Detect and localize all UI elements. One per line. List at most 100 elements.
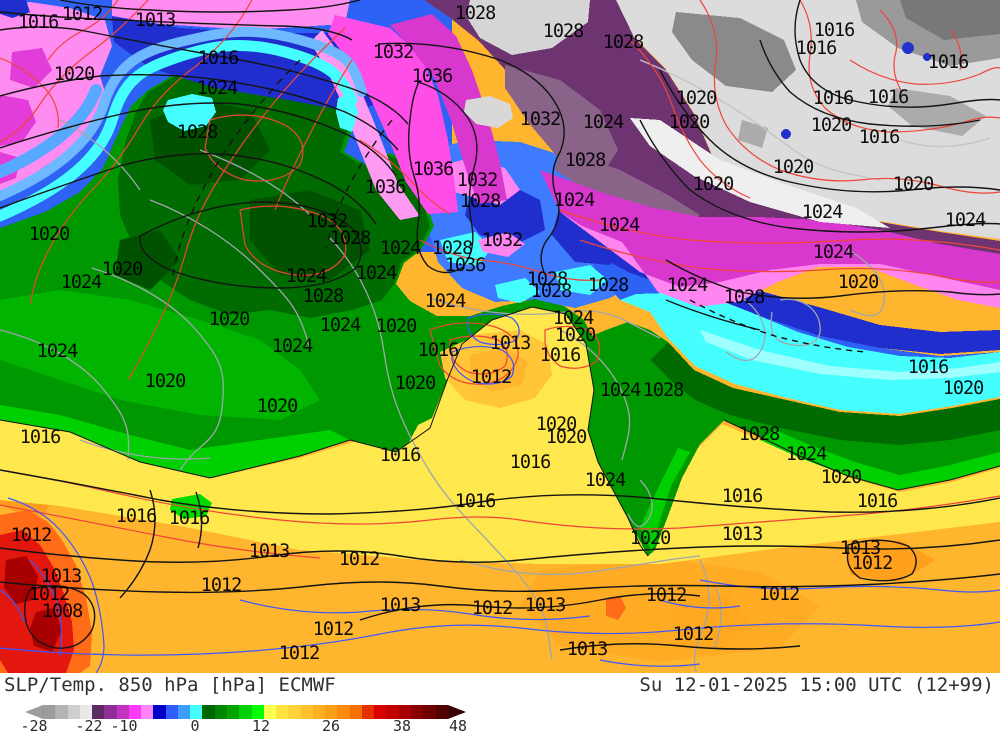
legend-swatch [386,705,399,719]
legend-swatch [435,705,448,719]
pressure-label: 1016 [814,20,855,41]
pressure-label: 1016 [418,340,459,361]
legend-swatch [165,705,178,719]
pressure-label: 1008 [42,601,83,622]
legend-swatch [128,705,142,719]
legend-swatch [43,705,56,719]
pressure-label: 1024 [320,315,361,336]
legend-swatch [337,705,350,719]
chart-title: SLP/Temp. 850 hPa [hPa] ECMWF [4,674,336,696]
legend-swatch [300,705,313,719]
legend-swatch [92,705,105,719]
temperature-contours [0,0,1000,559]
pressure-label: 1020 [669,112,710,133]
pressure-label: 1020 [893,174,934,195]
pressure-label: 1016 [928,52,969,73]
pressure-label: 1028 [527,269,568,290]
legend-swatch [325,705,338,719]
pressure-label: 1012 [646,585,687,606]
pressure-label: 1036 [413,159,454,180]
pressure-label: 1032 [373,42,414,63]
pressure-label: 1020 [536,414,577,435]
pressure-label: 1016 [198,48,239,69]
legend-swatch [226,705,240,719]
pressure-label: 1028 [588,275,629,296]
legend-swatch [177,705,191,719]
legend-swatch [239,705,252,719]
pressure-label: 1024 [286,266,327,287]
pressure-label: 1013 [41,566,82,587]
pressure-label: 1013 [722,524,763,545]
legend-swatch [214,705,227,719]
pressure-label: 1016 [169,508,210,529]
pressure-label: 1016 [908,357,949,378]
pressure-label: 1024 [197,78,238,99]
pressure-label: 1028 [565,150,606,171]
pressure-label: 1012 [11,525,52,546]
pressure-label: 1032 [520,109,561,130]
isobar-contours-black [0,0,1000,651]
pressure-label: 1013 [567,639,608,660]
legend-swatch [79,705,93,719]
legend-swatch [202,705,215,719]
pressure-label: 1020 [395,373,436,394]
weather-map: 1016 1012 1013 1020 1016 1024 1028 1020 1032 1028… [0,0,1000,673]
legend-swatch [116,705,129,719]
legend-tick: -10 [110,717,138,733]
legend-swatch [423,705,436,719]
pressure-label: 1016 [859,127,900,148]
pressure-label: 1028 [177,122,218,143]
pressure-label: 1024 [600,380,641,401]
pressure-label: 1016 [510,452,551,473]
isobar-contours-blue [0,313,1000,673]
legend-tick: 38 [392,717,412,733]
pressure-label: 1016 [722,486,763,507]
pressure-label: 1028 [303,286,344,307]
pressure-label: 1024 [380,238,421,259]
pressure-label: 1032 [307,211,348,232]
pressure-label: 1028 [603,32,644,53]
pressure-label: 1012 [673,624,714,645]
legend-arrow-left [25,705,43,719]
pressure-label: 1020 [838,272,879,293]
pressure-labels: 1016 1012 10131020101610241028102010321028… [11,3,987,664]
pressure-label: 1012 [471,367,512,388]
pressure-label: 1024 [356,263,397,284]
legend-swatch [141,705,154,719]
pressure-label: 1012 [29,584,70,605]
pressure-label: 1024 [425,291,466,312]
pressure-label: 1013 [135,10,176,31]
pressure-label: 1028 [543,21,584,42]
pressure-label: 1028 [460,191,501,212]
pressure-label: 1013 [249,541,290,562]
legend-swatch [374,705,387,719]
chart-footer: SLP/Temp. 850 hPa [hPa] ECMWF Su 12-01-2… [0,673,1000,733]
pressure-label: 1012 [759,584,800,605]
temperature-legend: -28 -22 -10 0 12 26 38 48 [0,673,1000,733]
pressure-label: 1016 [857,491,898,512]
pressure-label: 1016 [455,491,496,512]
pressure-label: 1032 [482,230,523,251]
legend-swatch [251,705,264,719]
pressure-label: 1020 [821,467,862,488]
legend-color-bar [43,705,448,719]
pressure-label: 1020 [676,88,717,109]
legend-swatch [55,705,68,719]
legend-swatch [312,705,326,719]
pressure-label: 1012 [279,643,320,664]
pressure-label: 1016 [116,506,157,527]
pressure-label: 1024 [583,112,624,133]
pressure-label: 1024 [272,336,313,357]
legend-swatch [153,705,166,719]
pressure-label: 1024 [945,210,986,231]
pressure-label: 1028 [724,287,765,308]
pressure-label: 1016 [796,38,837,59]
pressure-label: 1024 [61,272,102,293]
legend-swatch [190,705,203,719]
legend-swatch [361,705,375,719]
pressure-label: 1012 [852,553,893,574]
pressure-label: 1013 [380,595,421,616]
pressure-label: 1013 [840,538,881,559]
pressure-label: 1016 [380,445,421,466]
